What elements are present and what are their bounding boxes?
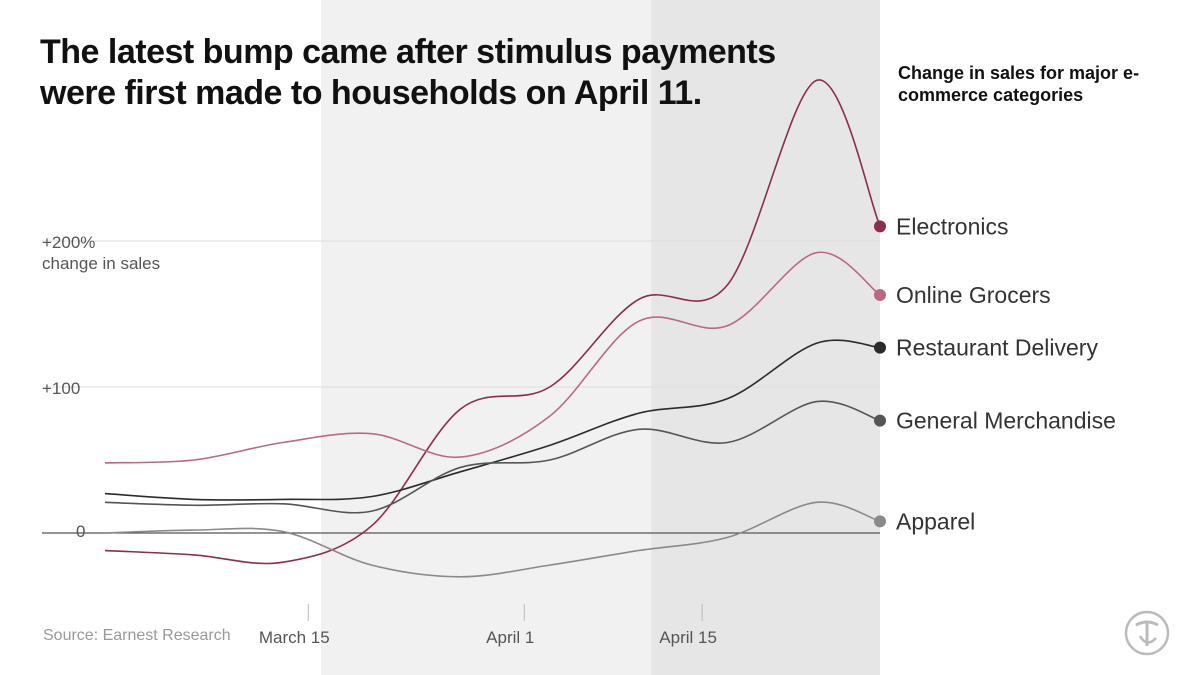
series-label-electronics: Electronics: [896, 213, 1008, 239]
y-tick-label-0: 0: [76, 522, 86, 541]
endpoint-general-merchandise: [874, 414, 886, 427]
series-label-general-merchandise: General Merchandise: [896, 408, 1116, 434]
series-endpoints: [874, 220, 886, 528]
series-labels: Electronics Online Grocers Restaurant Deli…: [896, 213, 1116, 534]
x-tick-label: March 15: [259, 628, 330, 647]
endpoint-restaurant-delivery: [874, 341, 886, 354]
series-lines: [104, 79, 881, 578]
series-line-restaurant-delivery: [104, 339, 881, 501]
y-axis-unit-label: change in sales: [42, 254, 161, 273]
legend-title: Change in sales for major e-commerce cat…: [898, 63, 1140, 105]
series-line-electronics: [104, 79, 881, 565]
series-label-restaurant-delivery: Restaurant Delivery: [896, 335, 1098, 361]
series-line-apparel: [104, 501, 881, 578]
endpoint-electronics: [874, 220, 886, 233]
series-line-online-grocers: [104, 251, 881, 464]
y-tick-value-200: +200%: [42, 233, 96, 252]
chart-title: The latest bump came after stimulus paym…: [40, 33, 776, 112]
shaded-period-dark: [651, 0, 880, 675]
series-label-online-grocers: Online Grocers: [896, 282, 1051, 308]
series-label-apparel: Apparel: [896, 508, 975, 534]
source-note: Source: Earnest Research: [43, 627, 231, 644]
x-axis: March 15 April 1 April 15: [259, 604, 717, 647]
x-tick-label: April 1: [486, 628, 534, 647]
x-tick-label: April 15: [659, 628, 717, 647]
shaded-periods: [320, 0, 880, 675]
series-line-general-merchandise: [104, 400, 881, 514]
endpoint-online-grocers: [874, 289, 886, 302]
endpoint-apparel: [874, 515, 886, 528]
y-tick-label-200: +200% change in sales: [42, 232, 160, 274]
nyt-logo-icon: [1124, 610, 1170, 656]
y-tick-label-100: +100: [42, 379, 81, 398]
